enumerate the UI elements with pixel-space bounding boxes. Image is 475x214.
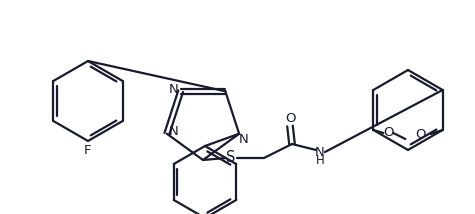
Text: N: N: [315, 146, 325, 159]
Text: N: N: [169, 83, 179, 96]
Text: N: N: [238, 133, 248, 146]
Text: F: F: [84, 144, 92, 156]
Text: H: H: [315, 155, 324, 168]
Text: N: N: [169, 125, 179, 138]
Text: O: O: [383, 126, 394, 140]
Text: O: O: [415, 128, 426, 141]
Text: O: O: [285, 111, 295, 125]
Text: S: S: [226, 150, 236, 165]
